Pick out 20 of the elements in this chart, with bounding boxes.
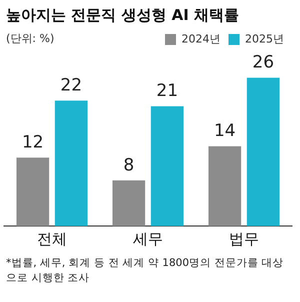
legend-label: 2024년 [182, 32, 221, 46]
bar [208, 146, 242, 226]
data-label: 8 [123, 155, 134, 176]
bar [150, 106, 184, 226]
text: *법률, 세무, 회계 등 전 세계 약 1800명의 전문가를 대상으로 시행한 조사 [6, 256, 285, 286]
chart-title: 높아지는 전문직 생성형 AI 채택률 [5, 5, 240, 25]
chart-subtitle: (단위: %) [6, 31, 54, 46]
x-tick-label: 세무 [133, 230, 163, 248]
legend-label: 2025년 [245, 32, 284, 46]
bar [112, 180, 146, 226]
data-label: 22 [60, 76, 82, 96]
data-label: 26 [252, 52, 274, 73]
data-label: 12 [22, 132, 44, 153]
data-label: 21 [156, 81, 178, 102]
bar [246, 78, 280, 226]
x-tick-label: 전체 [37, 230, 67, 248]
x-tick-label: 법무 [229, 230, 259, 248]
data-label: 14 [214, 121, 236, 142]
bar [16, 158, 50, 226]
bar [54, 100, 88, 226]
